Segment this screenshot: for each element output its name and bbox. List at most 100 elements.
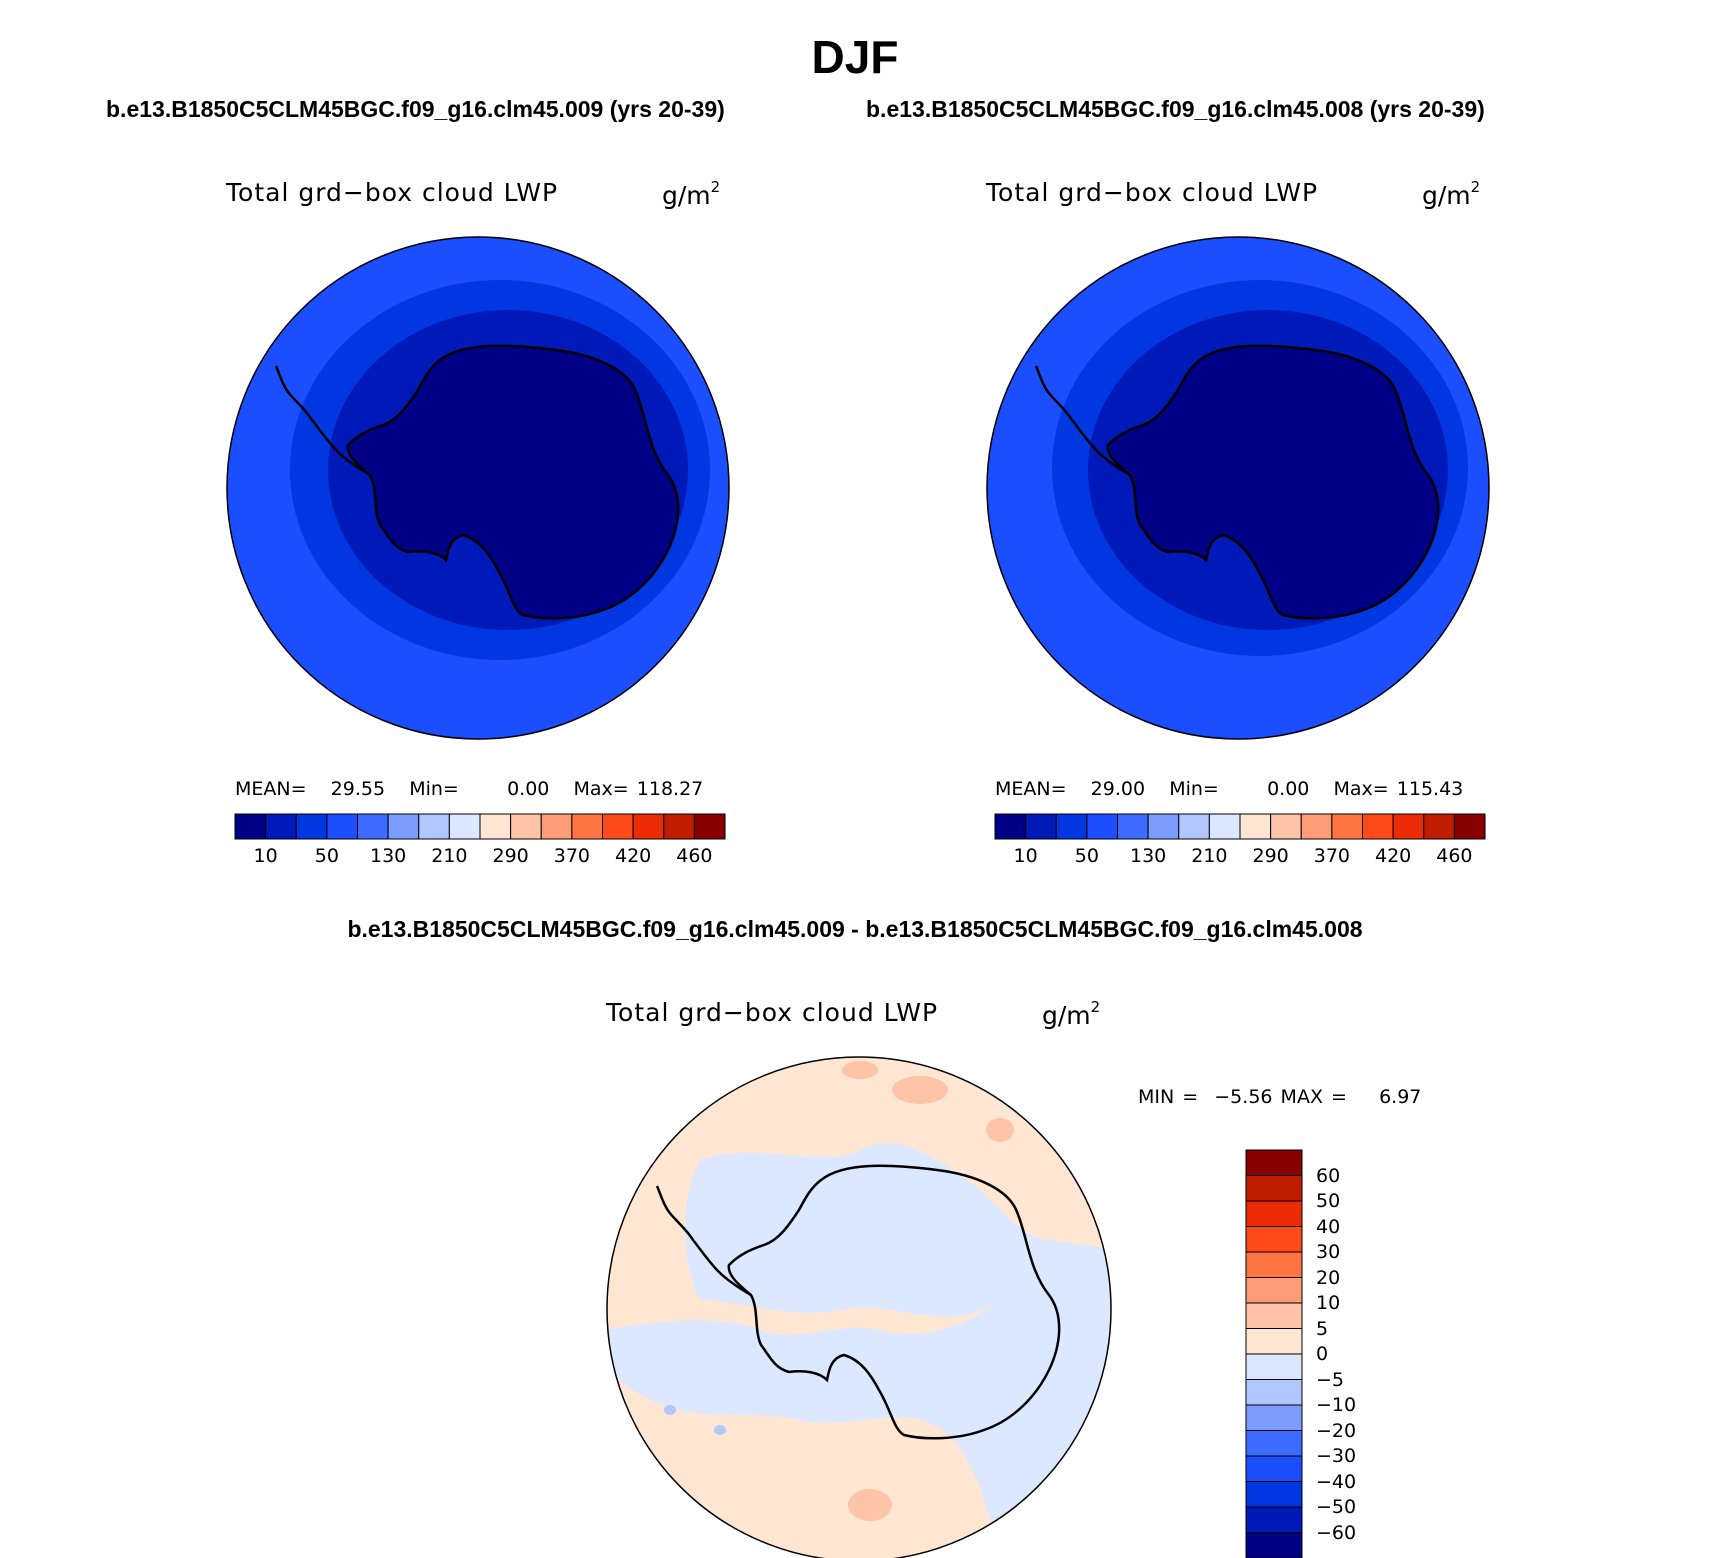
panel1-colorbar-tick-label: 210 (431, 845, 468, 867)
panel1-colorbar-tick-label: 130 (369, 845, 407, 867)
difference-colorbar-tick-label: 0 (1316, 1343, 1329, 1365)
panel1-colorbar-tick-label: 420 (614, 845, 652, 867)
difference-colorbar-swatch (1245, 1353, 1303, 1380)
panel1-colorbar-swatch (602, 813, 634, 840)
panel2-colorbar-swatch (1270, 813, 1302, 840)
panel2-stats: MEAN= 29.00 Min= 0.00 Max= 115.43 (995, 778, 1464, 800)
difference-colorbar-swatch (1245, 1379, 1303, 1406)
panel2-colorbar-swatch (1453, 813, 1486, 840)
diff-variable-label: Total grd−box cloud LWP (606, 998, 939, 1027)
difference-colorbar-swatch (1245, 1175, 1303, 1202)
panel2-colorbar-swatch (994, 813, 1027, 840)
panel2-map-border (986, 236, 1490, 740)
panel2-map (986, 236, 1490, 740)
diff-units: g/m2 (1042, 998, 1101, 1030)
panel1-variable-label: Total grd−box cloud LWP (226, 178, 559, 207)
panel1-colorbar-swatch (418, 813, 450, 840)
panel2-colorbar-swatch (1055, 813, 1088, 840)
panel1-map (226, 236, 730, 740)
panel2-colorbar-swatch (1239, 813, 1272, 840)
difference-colorbar-tick-label: −50 (1316, 1496, 1357, 1518)
difference-colorbar-tick-label: −5 (1316, 1368, 1345, 1391)
panel1-colorbar-swatch (479, 813, 512, 840)
difference-colorbar-swatch (1245, 1277, 1303, 1304)
panel1-colorbar (234, 813, 726, 840)
difference-colorbar-swatch (1245, 1251, 1303, 1278)
panel2-colorbar-tick-label: 50 (1074, 845, 1099, 867)
difference-colorbar-swatch (1245, 1430, 1303, 1457)
panel1-colorbar-swatch (448, 813, 481, 840)
panel1-colorbar-swatch (632, 813, 665, 840)
difference-colorbar-tick-label: 30 (1316, 1241, 1341, 1263)
panel1-colorbar-swatch (663, 813, 695, 840)
panel1-colorbar-swatch (295, 813, 328, 840)
panel1-colorbar-swatch (265, 813, 297, 840)
panel2-colorbar (994, 813, 1486, 840)
panel1-colorbar-tick-label: 10 (253, 845, 278, 867)
difference-colorbar (1245, 1149, 1303, 1558)
difference-colorbar-swatch (1245, 1506, 1303, 1533)
panel1-stats: MEAN= 29.55 Min= 0.00 Max= 118.27 (235, 778, 704, 800)
difference-colorbar-tick-label: −40 (1316, 1470, 1357, 1493)
diff-minmax: MIN = −5.56 MAX = 6.97 (1138, 1086, 1422, 1108)
panel1-colorbar-swatch (510, 813, 542, 840)
panel2-colorbar-tick-label: 130 (1129, 845, 1167, 867)
panel1-colorbar-swatch (693, 813, 726, 840)
panel2-colorbar-tick-label: 10 (1013, 845, 1038, 867)
panel1-colorbar-tick-label: 370 (553, 845, 591, 867)
panel2-colorbar-swatch (1025, 813, 1057, 840)
panel1-colorbar-swatch (326, 813, 358, 840)
difference-colorbar-swatch (1245, 1481, 1303, 1508)
difference-colorbar-swatch (1245, 1455, 1303, 1482)
difference-colorbar-swatch (1245, 1226, 1303, 1253)
diff-negative-spot-1 (714, 1425, 726, 1435)
panel1-units: g/m2 (662, 178, 721, 210)
panel2-case-title: b.e13.B1850C5CLM45BGC.f09_g16.clm45.008 … (866, 96, 1485, 122)
panel2-colorbar-swatch (1331, 813, 1363, 840)
difference-colorbar-tick-label: 10 (1316, 1292, 1341, 1314)
panel1-colorbar-swatch (357, 813, 389, 840)
diff-positive-spot-2 (892, 1076, 948, 1104)
panel2-variable-label: Total grd−box cloud LWP (986, 178, 1319, 207)
difference-colorbar-tick-label: −60 (1316, 1521, 1357, 1544)
difference-colorbar-tick-label: −20 (1316, 1419, 1357, 1442)
difference-colorbar-swatch (1245, 1149, 1303, 1176)
panel1-case-title: b.e13.B1850C5CLM45BGC.f09_g16.clm45.009 … (106, 96, 725, 122)
diff-positive-spot-3 (986, 1118, 1014, 1142)
panel2-colorbar-swatch (1208, 813, 1241, 840)
difference-colorbar-swatch (1245, 1404, 1303, 1431)
panel1-colorbar-swatch (234, 813, 267, 840)
panel1-colorbar-tick-label: 290 (492, 845, 529, 867)
panel2-colorbar-swatch (1147, 813, 1180, 840)
diff-negative-spot-2 (664, 1405, 676, 1415)
panel2-colorbar-swatch (1423, 813, 1455, 840)
difference-colorbar-tick-label: −30 (1316, 1445, 1357, 1467)
difference-colorbar-tick-label: 60 (1316, 1164, 1341, 1187)
panel1-colorbar-swatch (387, 813, 420, 840)
difference-colorbar-swatch (1245, 1200, 1303, 1227)
panel2-colorbar-tick-label: 290 (1252, 845, 1289, 867)
diff-negative-region-2 (685, 1143, 1111, 1317)
figure-title: DJF (811, 31, 899, 83)
panel2-colorbar-tick-label: 460 (1436, 845, 1473, 867)
panel1-map-border (226, 236, 730, 740)
difference-colorbar-tick-label: −10 (1316, 1394, 1357, 1416)
diff-positive-spot-1 (848, 1489, 892, 1521)
difference-colorbar-tick-label: 40 (1316, 1215, 1341, 1238)
panel2-colorbar-swatch (1117, 813, 1149, 840)
panel1-colorbar-tick-label: 460 (676, 845, 713, 867)
panel2-colorbar-swatch (1178, 813, 1210, 840)
panel2-colorbar-swatch (1300, 813, 1333, 840)
panel1-colorbar-swatch (571, 813, 603, 840)
panel1-colorbar-swatch (540, 813, 573, 840)
difference-colorbar-swatch (1245, 1302, 1303, 1329)
panel2-colorbar-swatch (1392, 813, 1425, 840)
difference-colorbar-tick-label: 20 (1316, 1266, 1341, 1289)
panel1-colorbar-tick-label: 50 (314, 845, 339, 867)
panel2-colorbar-tick-label: 370 (1313, 845, 1351, 867)
difference-colorbar-swatch (1245, 1532, 1303, 1558)
difference-colorbar-swatch (1245, 1328, 1303, 1355)
difference-colorbar-tick-label: 50 (1316, 1190, 1341, 1212)
panel2-colorbar-swatch (1086, 813, 1118, 840)
